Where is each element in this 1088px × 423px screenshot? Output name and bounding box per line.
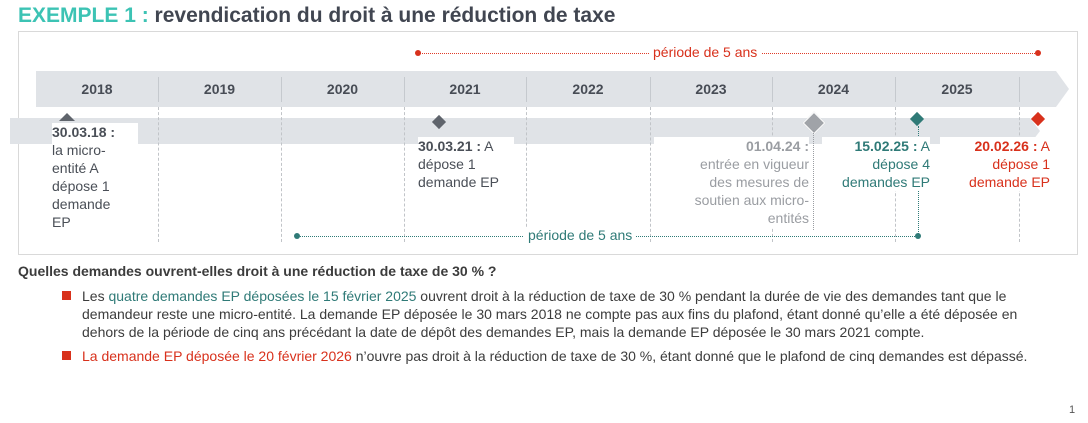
event-2018: 30.03.18 : la micro- entité A dépose 1 d…	[52, 123, 138, 231]
bullet-square-icon	[62, 351, 71, 360]
year-2023: 2023	[650, 71, 772, 107]
year-2020: 2020	[281, 71, 404, 107]
title-text: revendication du droit à une réduction d…	[149, 4, 616, 27]
year-2024: 2024	[772, 71, 895, 107]
list-item: Les quatre demandes EP déposées le 15 fé…	[62, 287, 1062, 341]
event-2024: 01.04.24 : entrée en vigueur des mesures…	[654, 137, 809, 227]
year-2019: 2019	[158, 71, 281, 107]
list-item: La demande EP déposée le 20 février 2026…	[62, 347, 1062, 365]
page-number: 1	[1069, 404, 1075, 416]
period-start-dot	[415, 50, 421, 56]
title-prefix: EXEMPLE 1 :	[18, 4, 149, 27]
year-2021: 2021	[404, 71, 526, 107]
event-2021: 30.03.21 : A dépose 1 demande EP	[418, 137, 514, 191]
year-bar-arrow-icon	[1056, 71, 1069, 107]
period-top: période de 5 ans	[417, 48, 1039, 60]
year-2022: 2022	[526, 71, 650, 107]
bullet-square-icon	[62, 291, 71, 300]
question-heading: Quelles demandes ouvrent-elles droit à u…	[18, 263, 496, 279]
triangle-marker-icon	[59, 113, 75, 121]
event-2025: 15.02.25 : A dépose 4 demandes EP	[822, 137, 930, 191]
period-bottom: période de 5 ans	[296, 231, 919, 243]
event-2026: 20.02.26 : A dépose 1 demande EP	[940, 137, 1050, 191]
period-bottom-label: période de 5 ans	[524, 227, 636, 243]
year-2018: 2018	[36, 71, 158, 107]
answer-list: Les quatre demandes EP déposées le 15 fé…	[62, 287, 1062, 371]
page-title: EXEMPLE 1 : revendication du droit à une…	[18, 4, 615, 28]
year-2025: 2025	[895, 71, 1019, 107]
period-top-label: période de 5 ans	[649, 44, 761, 60]
period-end-dot	[1035, 50, 1041, 56]
